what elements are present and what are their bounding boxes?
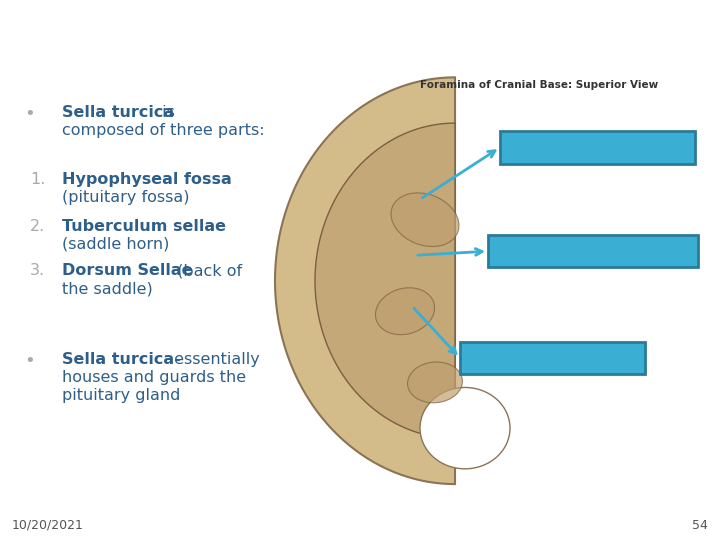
Text: SCHOOL OF MEDICINE: SCHOOL OF MEDICINE <box>61 41 132 46</box>
Text: the saddle): the saddle) <box>62 282 153 297</box>
Text: 54: 54 <box>692 519 708 532</box>
Polygon shape <box>6 8 45 22</box>
Ellipse shape <box>420 388 510 469</box>
Bar <box>488 235 698 267</box>
Text: houses and guards the: houses and guards the <box>62 370 246 385</box>
Text: UNC: UNC <box>61 11 101 29</box>
Bar <box>16 22 19 50</box>
Ellipse shape <box>375 288 435 335</box>
Text: (pituitary fossa): (pituitary fossa) <box>62 190 189 205</box>
Text: composed of three parts:: composed of three parts: <box>62 123 265 138</box>
Bar <box>9 22 13 50</box>
Bar <box>29 22 32 50</box>
Text: Sella turcica: Sella turcica <box>62 105 174 120</box>
Text: essentially: essentially <box>169 352 260 367</box>
Text: •: • <box>24 352 35 370</box>
Text: Dorsum Sellae: Dorsum Sellae <box>62 264 192 279</box>
Text: •: • <box>24 105 35 123</box>
Bar <box>500 131 695 164</box>
Text: Tuberculum sellae: Tuberculum sellae <box>62 219 226 234</box>
Bar <box>460 342 645 374</box>
Bar <box>6 50 45 55</box>
Ellipse shape <box>391 193 459 247</box>
Polygon shape <box>315 123 455 438</box>
Text: Foramina of Cranial Base: Superior View: Foramina of Cranial Base: Superior View <box>420 80 658 90</box>
Polygon shape <box>275 77 455 484</box>
Text: Hypophyseal fossa: Hypophyseal fossa <box>62 172 232 187</box>
Text: 1.: 1. <box>30 172 45 187</box>
Bar <box>42 22 45 50</box>
Text: 10/20/2021: 10/20/2021 <box>12 519 84 532</box>
Text: (back of: (back of <box>172 264 242 279</box>
Text: (saddle horn): (saddle horn) <box>62 237 169 252</box>
Text: 3.: 3. <box>30 264 45 279</box>
Text: Sella turcica-: Sella turcica- <box>62 352 181 367</box>
Text: 2.: 2. <box>30 219 45 234</box>
Text: pituitary gland: pituitary gland <box>62 388 181 403</box>
Bar <box>35 22 39 50</box>
Ellipse shape <box>408 362 462 403</box>
Text: is: is <box>157 105 175 120</box>
Bar <box>22 22 26 50</box>
Text: Middle Cranial Fossa: Middle Cranial Fossa <box>176 14 602 48</box>
